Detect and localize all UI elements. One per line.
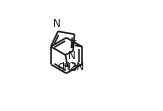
Text: N: N xyxy=(68,51,76,60)
Text: H2N: H2N xyxy=(62,62,84,72)
Text: F: F xyxy=(71,40,77,50)
Text: CH3: CH3 xyxy=(57,63,78,73)
Text: N: N xyxy=(53,19,61,29)
